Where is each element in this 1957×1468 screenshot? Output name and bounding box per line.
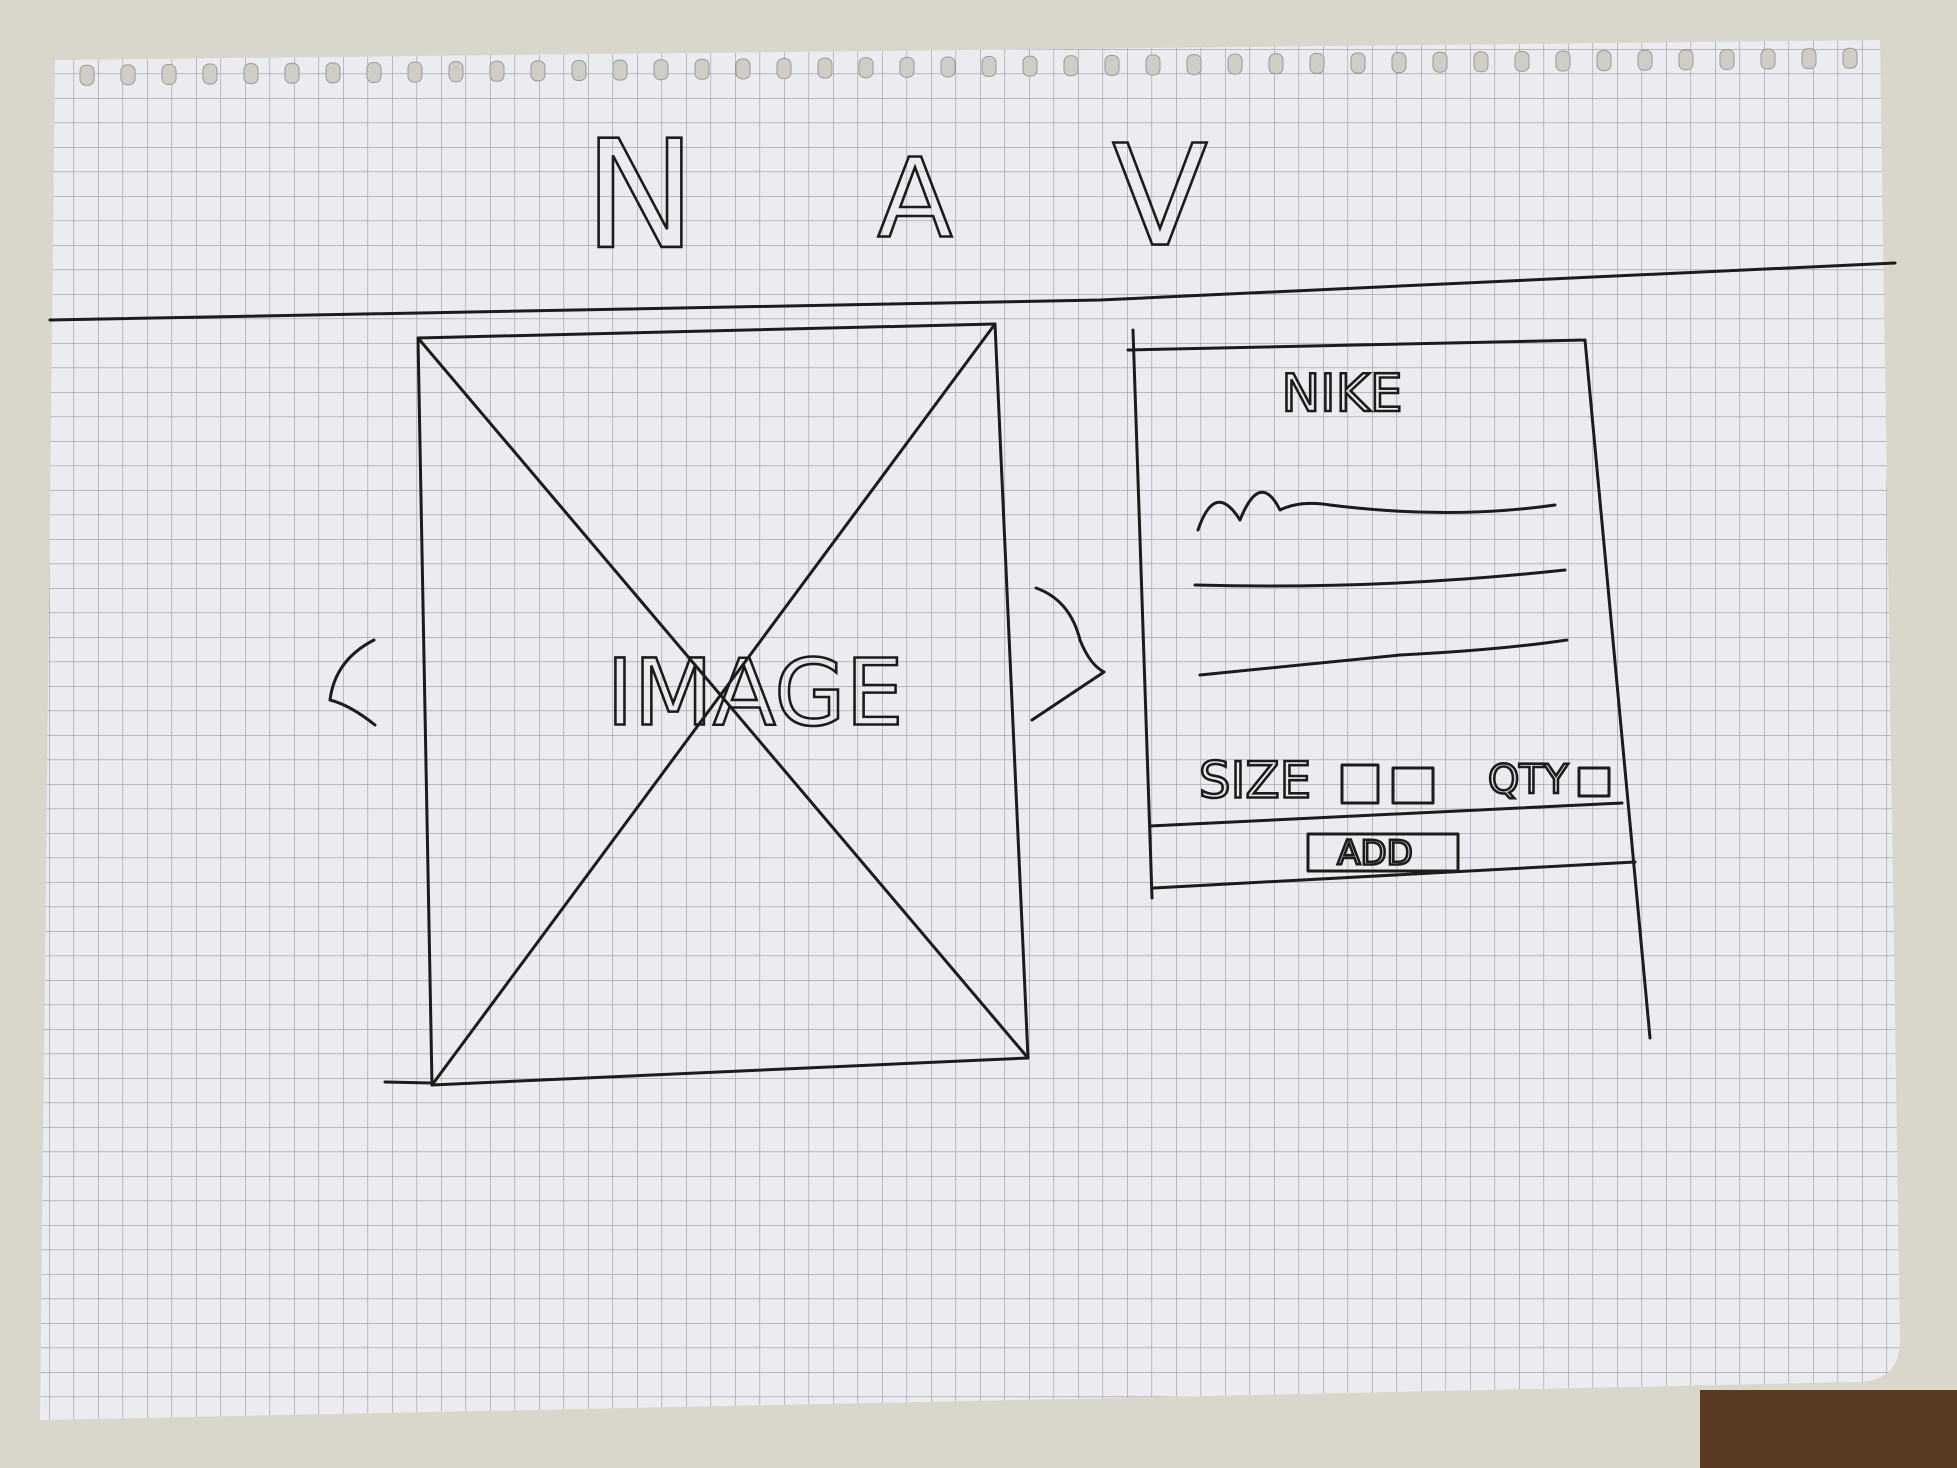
nav-letter: N: [584, 109, 696, 283]
spiral-hole: [120, 64, 136, 86]
spiral-hole: [653, 59, 669, 81]
qty-input[interactable]: [1577, 766, 1611, 798]
spiral-hole: [202, 63, 218, 85]
nav-letter: A: [877, 134, 952, 262]
qty-label: QTY: [1488, 757, 1569, 803]
spiral-hole: [571, 59, 587, 81]
spiral-hole: [1801, 48, 1817, 70]
size-label: SIZE: [1199, 752, 1311, 810]
spiral-hole: [1391, 52, 1407, 74]
spiral-hole: [1678, 49, 1694, 71]
paper-grid: [40, 40, 1900, 1420]
spiral-hole: [407, 61, 423, 83]
spiral-hole: [1596, 50, 1612, 72]
spiral-hole: [489, 60, 505, 82]
image-cross: [416, 322, 1030, 1087]
spiral-hole: [1268, 53, 1284, 75]
spiral-hole: [1022, 55, 1038, 77]
spiral-hole: [1432, 51, 1448, 73]
size-option[interactable]: [1391, 766, 1435, 805]
product-title: NIKE: [1281, 364, 1402, 424]
spiral-hole: [817, 57, 833, 79]
spiral-hole: [858, 57, 874, 79]
spiral-hole: [899, 56, 915, 78]
nav-divider: [48, 261, 1897, 322]
divider: [1148, 801, 1624, 828]
text-line: [1198, 638, 1569, 677]
image-frame-tail: [383, 1080, 434, 1085]
spiral-hole: [1104, 54, 1120, 76]
spiral-hole: [1227, 53, 1243, 75]
spiral-hole: [940, 56, 956, 78]
spiral-hole: [325, 62, 341, 84]
spiral-hole: [1145, 54, 1161, 76]
text-line: [1196, 490, 1557, 532]
spiral-hole: [1637, 49, 1653, 71]
spiral-hole: [981, 56, 997, 78]
spiral-hole: [284, 62, 300, 84]
spiral-hole: [1473, 51, 1489, 73]
spiral-hole: [243, 63, 259, 85]
nav-letter: V: [1112, 116, 1208, 279]
spiral-hole: [1719, 48, 1735, 70]
next-arrow[interactable]: [1030, 586, 1106, 722]
spiral-hole: [1186, 54, 1202, 76]
spiral-hole: [1309, 52, 1325, 74]
spiral-hole: [776, 58, 792, 80]
spiral-hole: [161, 63, 177, 85]
spiral-hole: [1555, 50, 1571, 72]
image-label: IMAGE: [606, 639, 903, 746]
spiral-hole: [448, 61, 464, 83]
prev-arrow[interactable]: [328, 638, 377, 727]
table-edge: [1700, 1390, 1957, 1468]
spiral-holes: [79, 47, 1858, 86]
spiral-hole: [1842, 47, 1858, 69]
spiral-hole: [612, 59, 628, 81]
spiral-hole: [79, 64, 95, 86]
add-button-label: ADD: [1337, 834, 1413, 874]
spiral-hole: [694, 58, 710, 80]
spiral-hole: [1350, 52, 1366, 74]
text-line: [1193, 568, 1567, 588]
spiral-hole: [1760, 48, 1776, 70]
product-frame: [1126, 328, 1652, 1040]
spiral-hole: [366, 61, 382, 83]
spiral-hole: [1514, 50, 1530, 72]
spiral-hole: [735, 58, 751, 80]
spiral-hole: [530, 60, 546, 82]
spiral-hole: [1063, 55, 1079, 77]
add-button[interactable]: [1306, 832, 1460, 873]
divider: [1152, 860, 1637, 890]
size-option[interactable]: [1340, 763, 1380, 805]
